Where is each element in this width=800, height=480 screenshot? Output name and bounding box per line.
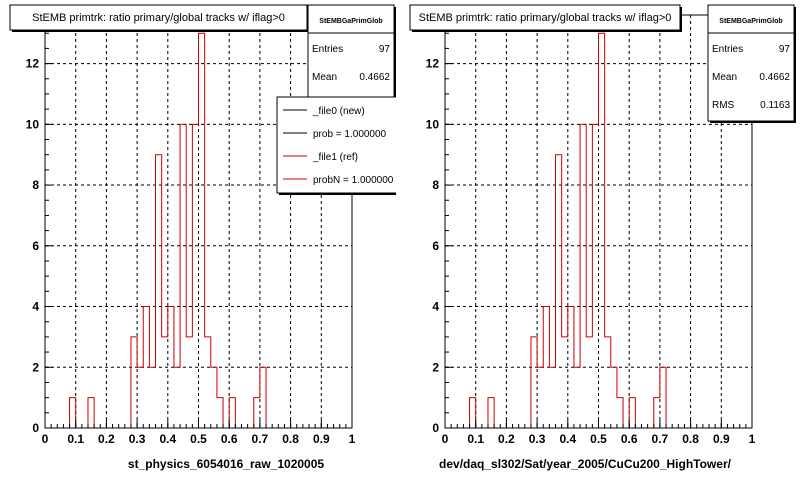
y-tick-label: 4 xyxy=(32,300,39,314)
x-tick-label: 1 xyxy=(349,432,356,446)
stats-value: 97 xyxy=(779,44,791,55)
y-axis: 0 2 4 6 8 10 12 xyxy=(26,17,53,435)
footer-label: dev/daq_sl302/Sat/year_2005/CuCu200_High… xyxy=(439,457,732,471)
x-tick-label: 0.1 xyxy=(467,432,484,446)
x-tick-label: 1 xyxy=(749,432,756,446)
title-text: StEMB primtrk: ratio primary/global trac… xyxy=(419,12,672,24)
y-tick-label: 10 xyxy=(426,117,440,131)
y-tick-label: 8 xyxy=(32,178,39,192)
stats-frame xyxy=(307,4,395,114)
y-tick-label: 12 xyxy=(426,57,440,71)
grid xyxy=(445,15,752,428)
x-tick-label: 0.9 xyxy=(313,432,330,446)
x-tick-label: 0.1 xyxy=(67,432,84,446)
y-tick-label: 2 xyxy=(32,360,39,374)
stats-label: Mean xyxy=(312,72,337,83)
x-tick-label: 0.7 xyxy=(252,432,269,446)
chart-title: StEMB primtrk: ratio primary/global trac… xyxy=(9,4,309,32)
stats-label: Entries xyxy=(712,44,743,55)
x-tick-label: 0.5 xyxy=(590,432,607,446)
x-tick-label: 0.5 xyxy=(190,432,207,446)
stats-label: Mean xyxy=(712,72,737,83)
legend-label: prob = 1.000000 xyxy=(313,129,387,140)
legend-label: _file0 (new) xyxy=(312,106,365,117)
y-tick-label: 12 xyxy=(26,57,40,71)
y-tick-label: 0 xyxy=(32,421,39,435)
histogram-series xyxy=(445,32,753,429)
x-tick-label: 0.8 xyxy=(682,432,699,446)
legend-label: probN = 1.000000 xyxy=(313,175,394,186)
stats-label: RMS xyxy=(712,100,735,111)
x-tick-label: 0.4 xyxy=(159,432,176,446)
x-axis: 0 0.1 0.2 0.3 0.4 0.5 0.6 0.7 0.8 0.9 1 xyxy=(42,420,356,446)
x-tick-label: 0 xyxy=(442,432,449,446)
legend-label: _file1 (ref) xyxy=(312,152,358,163)
x-tick-label: 0.2 xyxy=(98,432,115,446)
title-box xyxy=(9,4,308,31)
stats-box: StEMBGaPrimGlob Entries 97 Mean 0.4662 RMS 0.1… xyxy=(707,4,796,123)
stats-label: Entries xyxy=(312,44,343,55)
x-tick-label: 0.3 xyxy=(529,432,546,446)
stats-frame xyxy=(707,4,795,122)
stats-name: StEMBGaPrimGlob xyxy=(719,18,782,25)
x-axis: 0 0.1 0.2 0.3 0.4 0.5 0.6 0.7 0.8 0.9 1 xyxy=(442,420,756,446)
stats-box: StEMBGaPrimGlob Entries 97 Mean 0.4662 xyxy=(307,4,396,115)
x-tick-label: 0.7 xyxy=(652,432,669,446)
y-tick-label: 2 xyxy=(432,360,439,374)
x-tick-label: 0.2 xyxy=(498,432,515,446)
x-tick-label: 0.6 xyxy=(621,432,638,446)
footer-label: st_physics_6054016_raw_1020005 xyxy=(128,457,324,471)
legend-frame xyxy=(276,96,396,194)
x-tick-label: 0.8 xyxy=(282,432,299,446)
x-tick-label: 0 xyxy=(42,432,49,446)
y-tick-label: 0 xyxy=(432,421,439,435)
stats-value: 97 xyxy=(379,44,391,55)
plot-pad-2: 0 0.1 0.2 0.3 0.4 0.5 0.6 0.7 0.8 0.9 1024681012St… xyxy=(409,4,796,471)
title-box xyxy=(409,4,681,31)
x-tick-label: 0.9 xyxy=(713,432,730,446)
title-text: StEMB primtrk: ratio primary/global trac… xyxy=(32,12,285,24)
histogram-series xyxy=(45,32,353,429)
x-tick-label: 0.4 xyxy=(559,432,576,446)
plot-pad-1: 0 0.1 0.2 0.3 0.4 0.5 0.6 0.7 0.8 0.9 1024681012St… xyxy=(9,4,396,471)
y-tick-label: 8 xyxy=(432,178,439,192)
stats-name: StEMBGaPrimGlob xyxy=(319,18,382,25)
y-axis: 0 2 4 6 8 10 12 xyxy=(426,17,453,435)
y-tick-label: 10 xyxy=(26,117,40,131)
legend: _file0 (new) prob = 1.000000 _file1 (ref) p… xyxy=(276,96,396,195)
x-tick-label: 0.6 xyxy=(221,432,238,446)
stats-value: 0.1163 xyxy=(760,100,790,111)
y-tick-label: 6 xyxy=(432,239,439,253)
stats-value: 0.4662 xyxy=(759,72,790,83)
x-tick-label: 0.3 xyxy=(129,432,146,446)
chart-title: StEMB primtrk: ratio primary/global trac… xyxy=(409,4,682,32)
y-tick-label: 4 xyxy=(432,300,439,314)
y-tick-label: 6 xyxy=(32,239,39,253)
stats-value: 0.4662 xyxy=(359,72,390,83)
